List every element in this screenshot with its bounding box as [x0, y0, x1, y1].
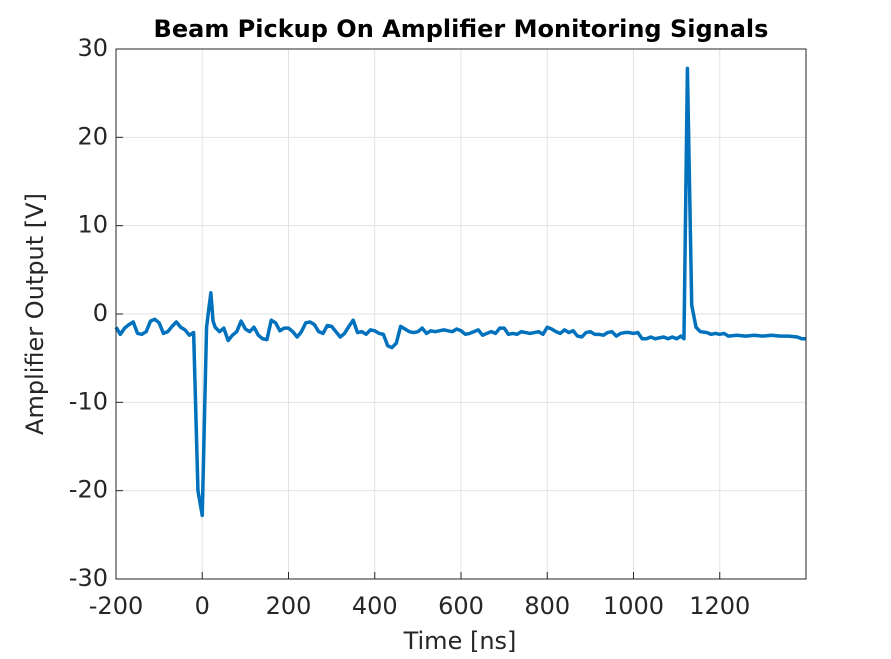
axes-box: [115, 48, 807, 580]
x-tick-label: 200: [266, 592, 312, 620]
chart-title: Beam Pickup On Amplifier Monitoring Sign…: [154, 15, 769, 43]
x-tick-label: 600: [438, 592, 484, 620]
x-tick-label: 0: [195, 592, 210, 620]
y-tick-label: 10: [77, 211, 108, 239]
y-tick-label: 20: [77, 122, 108, 150]
x-tick-label: 400: [352, 592, 398, 620]
y-axis-label: Amplifier Output [V]: [21, 193, 49, 435]
data-line: [114, 66, 806, 518]
x-axis-label: Time [ns]: [403, 627, 517, 655]
y-tick-label: -20: [69, 476, 108, 504]
y-tick-label: 0: [93, 299, 108, 327]
x-tick-label: -200: [89, 592, 143, 620]
y-tick-label: -10: [69, 387, 108, 415]
x-tick-label: 1000: [603, 592, 664, 620]
y-tick-label: -30: [69, 564, 108, 592]
tick-labels: -200 0 200 400 600 800 1000 1200 -30 -20 -10 0 10 20 3…: [69, 34, 750, 620]
x-tick-label: 800: [524, 592, 570, 620]
x-tick-label: 1200: [689, 592, 750, 620]
marks: [114, 66, 806, 518]
y-tick-label: 30: [77, 34, 108, 62]
